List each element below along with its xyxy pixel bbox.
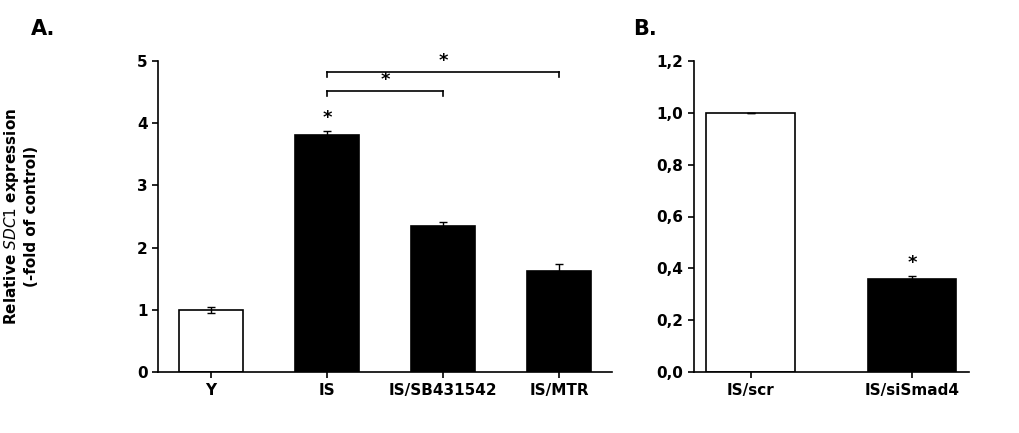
Text: *: * xyxy=(438,52,447,70)
Bar xyxy=(527,271,591,372)
Bar xyxy=(294,136,359,372)
Text: *: * xyxy=(380,71,389,89)
Text: *: * xyxy=(907,254,916,272)
Bar xyxy=(705,113,794,372)
Text: A.: A. xyxy=(31,19,55,39)
Text: B.: B. xyxy=(633,19,656,39)
Bar xyxy=(178,310,243,372)
Bar xyxy=(867,279,956,372)
Bar xyxy=(411,226,475,372)
Text: Relative $\mathit{SDC1}$ expression
(-fold of control): Relative $\mathit{SDC1}$ expression (-fo… xyxy=(2,108,39,325)
Text: *: * xyxy=(322,109,331,127)
